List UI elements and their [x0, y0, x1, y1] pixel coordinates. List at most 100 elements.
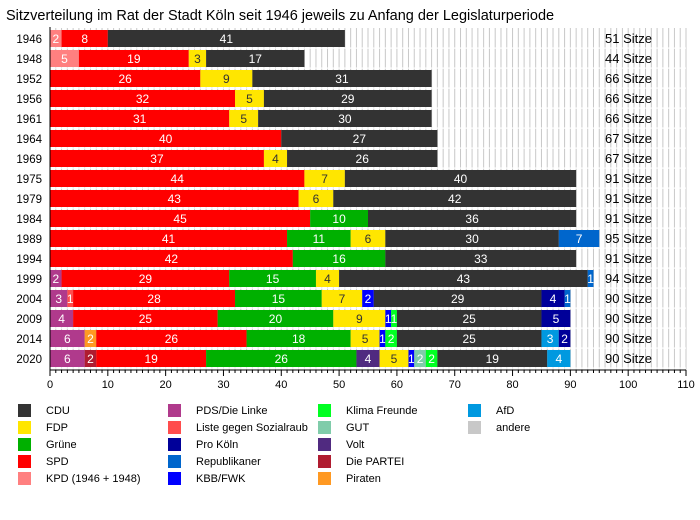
y-tick-label: 1952 — [16, 74, 42, 86]
bar-segment-fdp — [188, 50, 207, 67]
bar-segment-cdu — [252, 70, 432, 87]
bar-value-label: 19 — [127, 52, 141, 66]
x-axis: 0 10 20 30 40 50 60 70 80 90 100 110 — [47, 27, 695, 391]
bar-value-label: 17 — [249, 52, 263, 66]
bar-segment-afd — [547, 350, 571, 367]
bar-value-label: 5 — [246, 92, 253, 106]
bar-segment-linke — [50, 290, 68, 307]
bar-value-label: 36 — [465, 212, 479, 226]
bar-value-label: 2 — [52, 272, 59, 286]
bar-row-1956: 32 5 29 — [50, 90, 432, 107]
y-tick-label: 1979 — [16, 194, 42, 206]
bar-segment-cdu — [368, 210, 577, 227]
x-tick-label: 110 — [677, 379, 695, 391]
bar-segment-cdu — [373, 290, 542, 307]
legend-swatch — [168, 438, 181, 451]
total-label: 90 Sitze — [605, 311, 652, 326]
bar-value-label: 6 — [64, 332, 71, 346]
bar-segment-spd — [50, 90, 236, 107]
bar-value-label: 1 — [379, 332, 386, 346]
total-label: 51 Sitze — [605, 31, 652, 46]
bar-row-1975: 44 7 40 — [50, 170, 577, 187]
bar-value-label: 33 — [474, 252, 488, 266]
legend-item-rep: Republikaner — [168, 453, 308, 470]
bar-segment-cdu — [339, 270, 588, 287]
bar-value-label: 2 — [365, 292, 372, 306]
bar-segment-cdu — [437, 350, 548, 367]
legend-label: KPD (1946 + 1948) — [46, 472, 141, 485]
bar-value-label: 5 — [240, 112, 247, 126]
legend-label: andere — [496, 421, 531, 434]
bar-segment-kbb — [362, 290, 374, 307]
legend-column: AfD andere — [468, 402, 530, 436]
row-separator — [50, 367, 686, 369]
bar-segment-spd — [61, 270, 230, 287]
bar-value-label: 29 — [139, 272, 153, 286]
bar-segment-fdp — [235, 90, 264, 107]
bar-value-label: 42 — [165, 252, 179, 266]
bar-segment-spd — [50, 230, 288, 247]
total-label: 66 Sitze — [605, 111, 652, 126]
legend-column: CDU FDP Grüne SPD KPD (1946 + 1948) — [18, 402, 140, 487]
bar-row-1999: 2 29 15 4 43 1 — [50, 270, 594, 287]
bar-value-label: 25 — [139, 312, 153, 326]
y-tick-label: 1984 — [16, 214, 42, 226]
bar-value-label: 11 — [313, 232, 326, 246]
x-tick-label: 30 — [217, 379, 229, 391]
bar-row-1989: 41 11 6 30 7 — [50, 230, 600, 247]
bar-segment-spd — [50, 190, 299, 207]
bar-value-label: 2 — [428, 352, 435, 366]
bar-value-label: 9 — [356, 312, 363, 326]
total-label: 95 Sitze — [605, 231, 652, 246]
legend-swatch — [318, 455, 331, 468]
bar-value-label: 19 — [486, 352, 500, 366]
bar-segment-gruene — [310, 210, 368, 227]
bar-value-label: 30 — [465, 232, 479, 246]
legend-label: PDS/Die Linke — [196, 404, 268, 417]
bar-segment-linke — [50, 350, 85, 367]
legend-item-piraten: Piraten — [318, 470, 418, 487]
y-tick-label: 1946 — [16, 34, 42, 46]
bar-value-label: 32 — [136, 92, 150, 106]
bar-value-label: 27 — [353, 132, 367, 146]
bar-value-label: 41 — [220, 32, 234, 46]
legend-label: SPD — [46, 455, 69, 468]
bar-value-label: 26 — [275, 352, 289, 366]
bar-segment-rep — [558, 230, 600, 247]
legend-item-kpd: KPD (1946 + 1948) — [18, 470, 140, 487]
bar-row-1948: 5 19 3 17 — [50, 50, 305, 67]
legend-swatch — [468, 404, 481, 417]
x-tick-label: 60 — [391, 379, 403, 391]
bar-row-1946: 2 8 41 — [50, 30, 345, 47]
bar-value-label: 1 — [564, 292, 571, 306]
bar-value-label: 26 — [118, 72, 132, 86]
row-separator — [50, 127, 686, 129]
bar-segment-klima — [391, 310, 397, 327]
bar-segment-fdp — [200, 70, 253, 87]
y-tick-label: 1975 — [16, 174, 42, 186]
bar-segment-klima — [425, 350, 438, 367]
bar-value-label: 1 — [391, 312, 398, 326]
legend-label: CDU — [46, 404, 70, 417]
x-tick-label: 0 — [47, 379, 53, 391]
bar-segment-gruene — [246, 330, 351, 347]
bar-value-label: 20 — [269, 312, 283, 326]
bar-value-label: 3 — [194, 52, 201, 66]
bar-segment-spd — [50, 250, 293, 267]
bar-segment-rep — [587, 270, 594, 287]
bar-segment-cdu — [385, 250, 577, 267]
legend-swatch — [18, 455, 31, 468]
legend-swatch — [318, 421, 331, 434]
total-label: 91 Sitze — [605, 191, 652, 206]
bar-row-2004: 3 1 28 15 7 2 29 4 1 — [50, 290, 571, 307]
total-label: 44 Sitze — [605, 51, 652, 66]
legend-swatch — [318, 472, 331, 485]
legend-item-kbb: KBB/FWK — [168, 470, 308, 487]
bar-row-1961: 31 5 30 — [50, 110, 432, 127]
bar-segment-spd — [73, 290, 236, 307]
legend-swatch — [168, 472, 181, 485]
bar-segment-cdu — [333, 190, 577, 207]
legend-label: Piraten — [346, 472, 381, 485]
row-separator — [50, 287, 686, 289]
